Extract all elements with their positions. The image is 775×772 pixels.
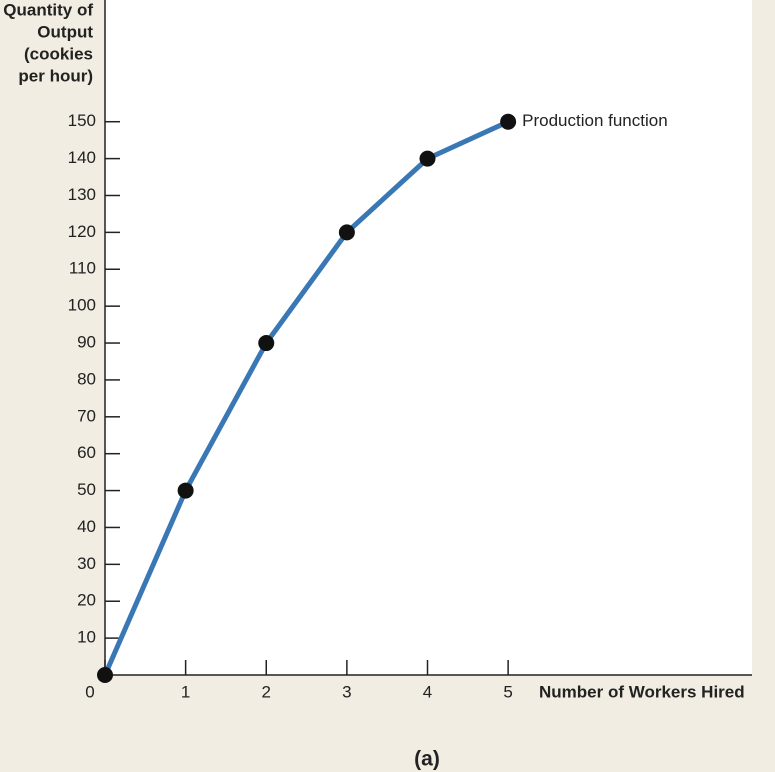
x-tick-label: 5 [503, 682, 512, 701]
y-tick-label: 120 [68, 222, 96, 241]
y-tick-label: 20 [77, 591, 96, 610]
y-axis-label: per hour) [18, 66, 93, 85]
y-tick-label: 130 [68, 185, 96, 204]
y-tick-label: 40 [77, 517, 96, 536]
y-axis-label: Quantity of [3, 0, 93, 19]
caption: (a) [414, 748, 440, 771]
y-tick-label: 80 [77, 369, 96, 388]
y-tick-label: 10 [77, 628, 96, 647]
x-tick-label: 1 [181, 682, 190, 701]
y-tick-label: 90 [77, 333, 96, 352]
y-tick-label: 70 [77, 406, 96, 425]
x-tick-label: 0 [85, 682, 94, 701]
x-tick-label: 4 [423, 682, 432, 701]
x-tick-label: 3 [342, 682, 351, 701]
plot-area [105, 0, 752, 675]
y-tick-label: 30 [77, 554, 96, 573]
y-axis-label: (cookies [24, 44, 93, 63]
data-point [338, 224, 355, 241]
y-tick-label: 50 [77, 480, 96, 499]
y-tick-label: 100 [68, 296, 96, 315]
x-axis-label: Number of Workers Hired [539, 682, 745, 701]
data-point [258, 335, 275, 352]
y-tick-label: 60 [77, 443, 96, 462]
y-axis-label: Output [37, 22, 93, 41]
data-point [177, 482, 194, 499]
y-tick-label: 150 [68, 111, 96, 130]
data-point [419, 150, 436, 167]
data-point [97, 667, 113, 683]
y-tick-label: 110 [69, 259, 96, 278]
annotation: Production function [522, 111, 668, 130]
x-tick-label: 2 [262, 682, 271, 701]
y-tick-label: 140 [68, 148, 96, 167]
series-line [102, 119, 510, 677]
data-point [500, 113, 517, 130]
